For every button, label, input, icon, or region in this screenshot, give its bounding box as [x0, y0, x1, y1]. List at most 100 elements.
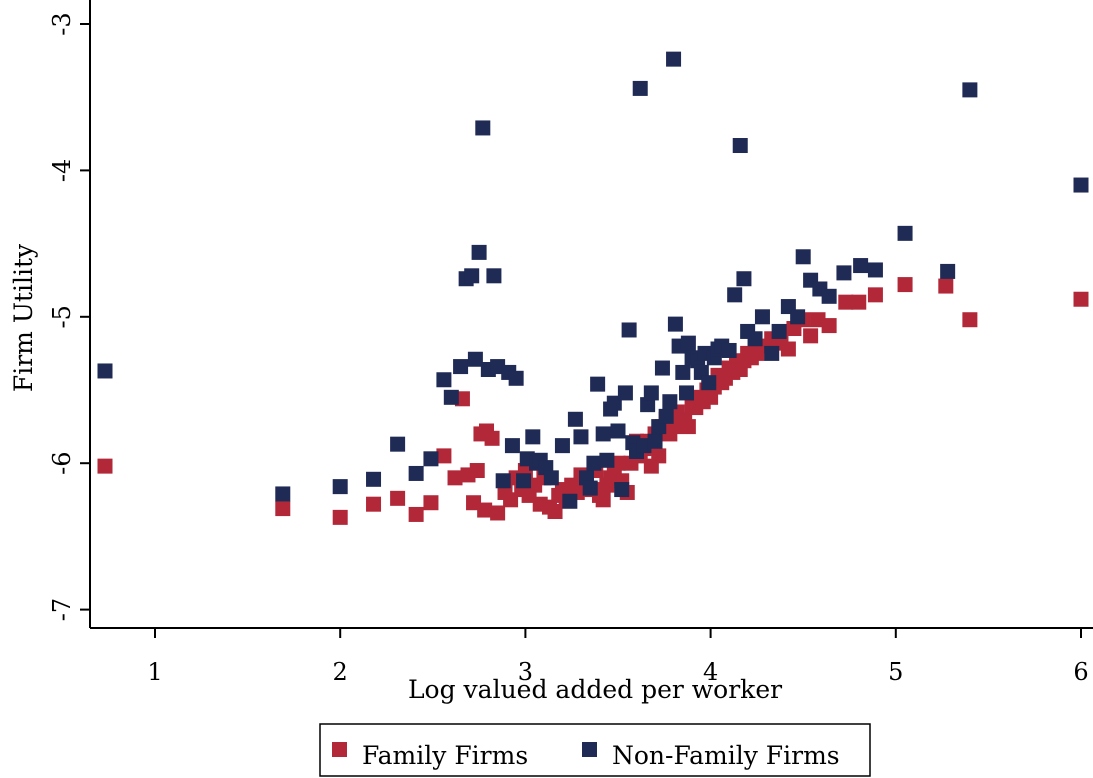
point-non-family-firms [590, 376, 606, 392]
point-non-family-firms [595, 426, 611, 442]
point-non-family-firms [643, 385, 659, 401]
point-non-family-firms [647, 433, 663, 449]
y-axis-ticks: -7 -6 -5 -4 -3 [48, 12, 90, 621]
point-family-firms [490, 505, 506, 521]
point-non-family-firms [464, 268, 480, 284]
y-tick-label: -5 [48, 305, 76, 328]
point-non-family-firms [680, 335, 696, 351]
point-non-family-firms [853, 258, 869, 274]
point-non-family-firms [701, 375, 717, 391]
point-family-firms [821, 318, 837, 334]
point-non-family-firms [543, 470, 559, 486]
point-family-firms [469, 463, 485, 479]
point-non-family-firms [275, 486, 291, 502]
point-non-family-firms [475, 120, 491, 136]
point-family-firms [851, 294, 867, 310]
point-non-family-firms [443, 389, 459, 405]
point-non-family-firms [610, 423, 626, 439]
point-non-family-firms [940, 263, 956, 279]
x-tick-label: 5 [888, 658, 903, 686]
point-family-firms [436, 448, 452, 464]
y-tick-label: -3 [48, 12, 76, 35]
point-non-family-firms [679, 385, 695, 401]
point-family-firms [780, 341, 796, 357]
x-axis-title: Log valued added per worker [408, 675, 782, 704]
x-tick-label: 3 [518, 658, 533, 686]
point-non-family-firms [754, 309, 770, 325]
point-non-family-firms [897, 225, 913, 241]
point-non-family-firms [821, 288, 837, 304]
point-non-family-firms [332, 479, 348, 495]
point-non-family-firms [586, 455, 602, 471]
x-tick-label: 2 [333, 658, 348, 686]
point-non-family-firms [614, 482, 630, 498]
plot-frame [89, 0, 1093, 629]
point-family-firms [97, 458, 113, 474]
point-family-firms [651, 448, 667, 464]
point-non-family-firms [390, 436, 406, 452]
point-non-family-firms [675, 364, 691, 380]
point-family-firms [366, 496, 382, 512]
point-family-firms [547, 504, 563, 520]
point-non-family-firms [654, 360, 670, 376]
point-family-firms [595, 492, 611, 508]
point-non-family-firms [667, 316, 683, 332]
point-non-family-firms [1073, 177, 1089, 193]
point-non-family-firms [567, 411, 583, 427]
point-family-firms [423, 495, 439, 511]
y-tick-label: -4 [48, 159, 76, 182]
y-tick-label: -6 [48, 452, 76, 475]
point-non-family-firms [747, 331, 763, 347]
point-family-firms [680, 419, 696, 435]
point-non-family-firms [795, 249, 811, 265]
point-non-family-firms [632, 80, 648, 96]
point-non-family-firms [573, 429, 589, 445]
point-non-family-firms [582, 480, 598, 496]
x-tick-label: 4 [703, 658, 718, 686]
point-non-family-firms [736, 271, 752, 287]
point-non-family-firms [727, 287, 743, 303]
legend: Family Firms Non-Family Firms [319, 723, 871, 777]
point-non-family-firms [495, 473, 511, 489]
point-non-family-firms [764, 345, 780, 361]
point-family-firms [447, 470, 463, 486]
y-tick-label: -7 [48, 598, 76, 621]
point-non-family-firms [771, 323, 787, 339]
point-non-family-firms [554, 438, 570, 454]
point-non-family-firms [617, 385, 633, 401]
point-family-firms [477, 502, 493, 518]
point-family-firms [1073, 291, 1089, 307]
x-axis-ticks: 1 2 3 4 5 6 [147, 628, 1089, 686]
point-non-family-firms [836, 265, 852, 281]
point-non-family-firms [525, 429, 541, 445]
point-family-firms [803, 328, 819, 344]
point-family-firms [275, 501, 291, 517]
point-non-family-firms [436, 372, 452, 388]
point-family-firms [408, 506, 424, 522]
point-non-family-firms [408, 465, 424, 481]
legend-label-non-family-firms: Non-Family Firms [612, 741, 840, 770]
point-non-family-firms [97, 363, 113, 379]
data-points [97, 51, 1089, 525]
point-family-firms [332, 509, 348, 525]
point-non-family-firms [453, 359, 469, 375]
point-family-firms [897, 277, 913, 293]
point-family-firms [938, 278, 954, 294]
point-family-firms [962, 312, 978, 328]
point-non-family-firms [962, 82, 978, 98]
x-tick-label: 1 [147, 658, 162, 686]
point-non-family-firms [562, 493, 578, 509]
point-family-firms [390, 490, 406, 506]
legend-swatch-non-family-firms [582, 742, 597, 757]
point-family-firms [838, 294, 854, 310]
point-non-family-firms [732, 138, 748, 154]
point-family-firms [484, 430, 500, 446]
point-non-family-firms [471, 244, 487, 260]
point-non-family-firms [658, 408, 674, 424]
point-non-family-firms [790, 309, 806, 325]
point-non-family-firms [504, 438, 520, 454]
point-non-family-firms [516, 473, 532, 489]
point-non-family-firms [662, 394, 678, 410]
x-tick-label: 6 [1073, 658, 1088, 686]
